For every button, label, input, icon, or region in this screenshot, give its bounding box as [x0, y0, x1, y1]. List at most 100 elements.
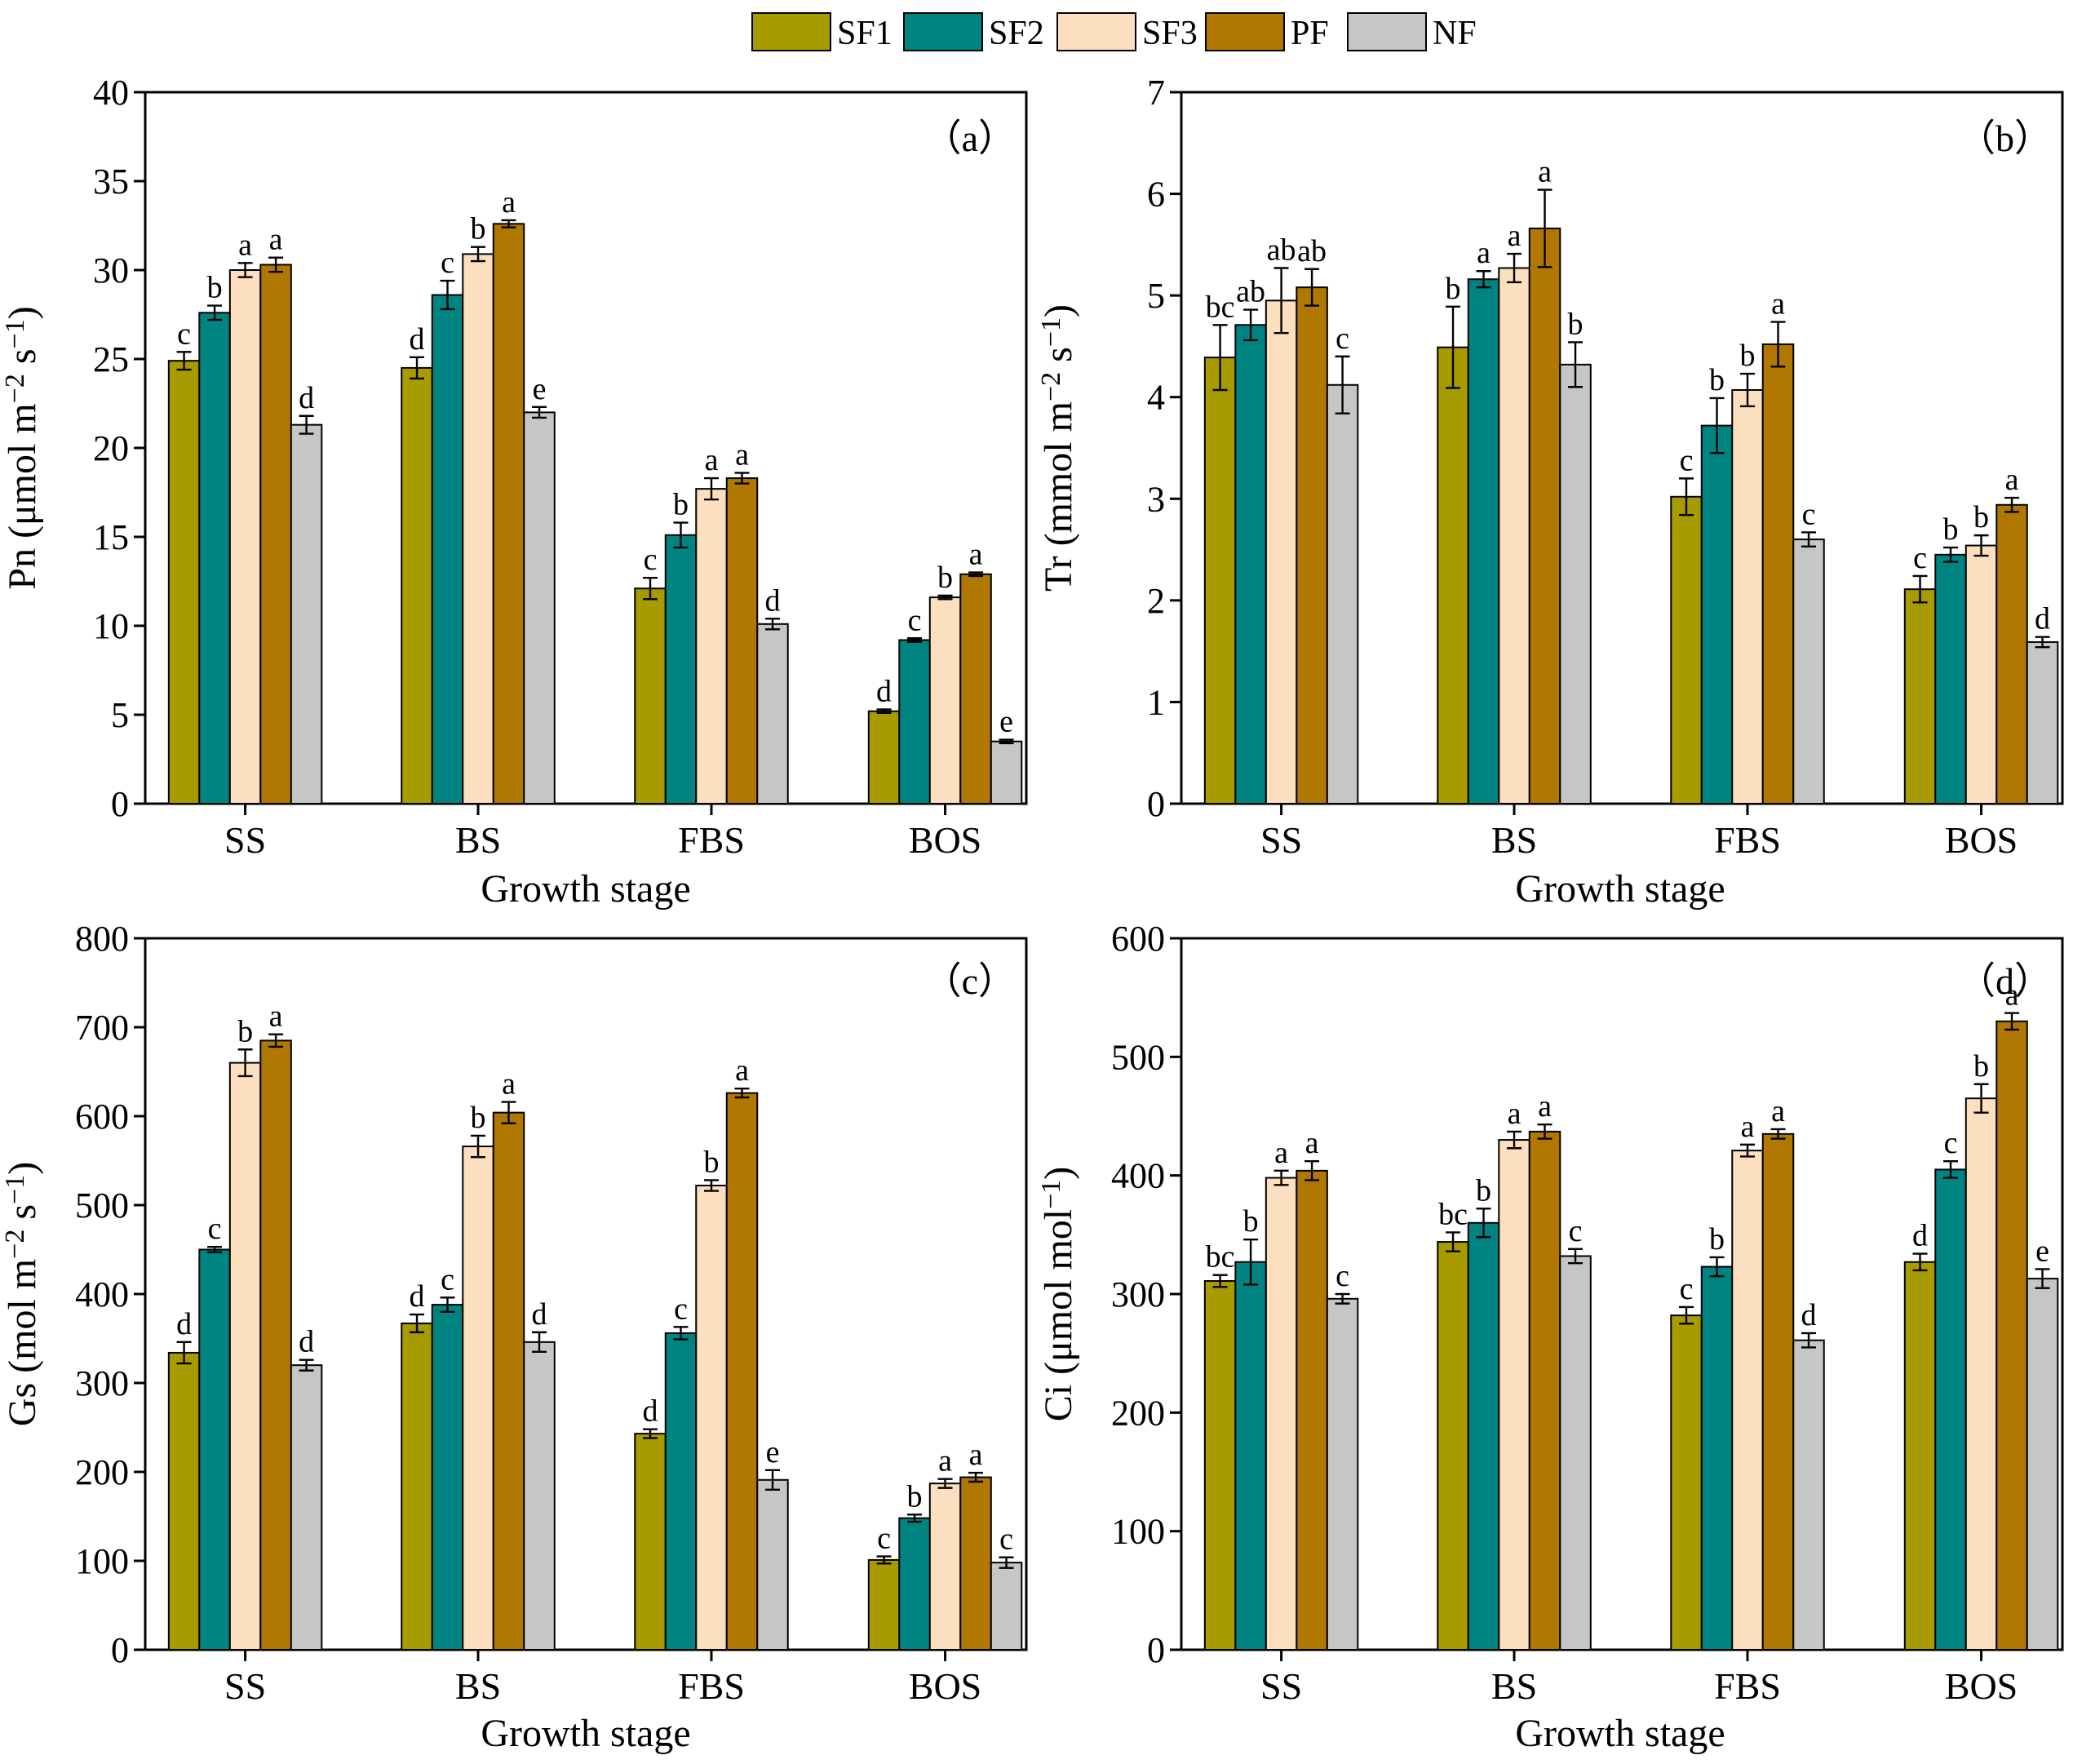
bar-sf1-fbs [1670, 495, 1703, 805]
x-category-label-bs: BS [1491, 1665, 1537, 1707]
error-bar-pf-bos [2004, 496, 2020, 513]
panel-label-d: （d） [1958, 960, 2052, 1002]
error-bar-sf1-fbs [643, 576, 658, 601]
error-bar-nf-fbs [765, 1469, 781, 1491]
bar-pf-fbs [1761, 1132, 1795, 1651]
bar-sf1-ss [1203, 357, 1237, 805]
x-category-label-bos: BOS [1945, 819, 2018, 861]
significance-letter: a [2005, 463, 2019, 497]
error-bar-sf2-bs [1476, 270, 1491, 289]
significance-letter: d [532, 1297, 547, 1332]
error-bar-nf-fbs [1801, 531, 1817, 548]
y-tick-label-b: 4 [1147, 378, 1165, 418]
bar-sf2-bs [431, 294, 464, 804]
y-tick-label-d: 300 [1111, 1274, 1165, 1314]
y-tick-label-c: 800 [75, 919, 129, 959]
significance-letter: b [1740, 339, 1756, 373]
bar-sf3-fbs [1731, 388, 1764, 804]
panel-label-b: （b） [1958, 117, 2052, 159]
legend-label-nf: NF [1433, 15, 1477, 52]
significance-letter: b [1973, 500, 1989, 534]
x-axis-title-c: Growth stage [481, 1712, 690, 1755]
y-tick-label-b: 2 [1147, 581, 1165, 621]
significance-letter: c [1335, 1259, 1349, 1293]
bar-nf-bs [1559, 363, 1592, 804]
error-bar-sf2-ss [1243, 308, 1259, 342]
y-axis-title-superscript: −1 [0, 319, 30, 348]
significance-letter: a [1274, 1136, 1288, 1170]
y-axis-title-superscript: −1 [0, 1175, 30, 1204]
y-axis-title-part: ) [1, 1162, 44, 1175]
y-tick-label-c: 0 [111, 1630, 129, 1670]
y-axis-title-part: Tr (mmol m [1037, 401, 1080, 592]
error-bar-sf1-bs [1446, 1231, 1461, 1252]
significance-letter: bc [1438, 1197, 1468, 1231]
error-bar-nf-ss [1335, 1292, 1350, 1305]
bar-pf-bs [492, 1111, 525, 1651]
bar-pf-bos [1995, 503, 2028, 804]
bar-nf-bos [2026, 1278, 2059, 1651]
significance-letter: c [1335, 321, 1349, 356]
bar-sf3-bs [462, 1146, 494, 1651]
significance-letter: c [1680, 443, 1694, 477]
bar-sf2-ss [1234, 1261, 1267, 1651]
error-bar-sf1-bs [410, 1313, 425, 1334]
bar-sf2-bs [1467, 1221, 1500, 1651]
legend-swatch-sf2 [903, 12, 983, 51]
y-axis-title-part: ) [1, 306, 44, 319]
y-tick-label-c: 300 [75, 1363, 129, 1403]
error-bar-pf-ss [268, 256, 284, 273]
y-tick-label-a: 25 [93, 339, 129, 379]
bar-sf1-bs [401, 1322, 433, 1651]
error-bar-sf3-ss [1273, 1169, 1289, 1186]
y-tick-label-c: 600 [75, 1097, 129, 1137]
bar-sf3-bos [928, 596, 962, 804]
error-bar-sf1-bos [1912, 574, 1928, 604]
significance-letter: e [533, 372, 547, 406]
bar-sf1-bs [401, 366, 433, 804]
bar-sf2-bos [1934, 1168, 1967, 1651]
legend-swatch-sf3 [1056, 12, 1136, 51]
bar-nf-ss [1326, 383, 1359, 805]
bar-pf-ss [259, 1039, 292, 1651]
bar-sf3-bos [1964, 544, 1998, 804]
plot-frame-b [1180, 91, 2064, 805]
y-axis-title-d: Ci (μmol mol−1) [1036, 1167, 1080, 1422]
bar-sf2-ss [1234, 324, 1267, 805]
significance-letter: b [1446, 272, 1461, 306]
significance-letter: d [876, 674, 892, 708]
significance-letter: a [735, 1053, 749, 1088]
significance-letter: a [1305, 1126, 1319, 1160]
x-category-label-fbs: FBS [1714, 1665, 1781, 1707]
y-axis-title-superscript: −2 [0, 1230, 30, 1259]
y-tick-label-c: 400 [75, 1274, 129, 1314]
error-bar-nf-fbs [765, 618, 781, 631]
significance-letter: d [1912, 1219, 1928, 1253]
legend-label-pf: PF [1291, 15, 1329, 52]
y-tick-label-a: 15 [93, 517, 129, 557]
y-axis-title-b: Tr (mmol m−2 s−1) [1036, 304, 1080, 592]
significance-letter: c [1802, 497, 1816, 531]
x-category-label-bs: BS [455, 819, 501, 861]
error-bar-sf1-fbs [1679, 1305, 1694, 1325]
bar-sf1-fbs [634, 587, 667, 804]
error-bar-pf-fbs [1770, 321, 1786, 368]
error-bar-sf2-bos [1943, 1160, 1959, 1179]
significance-letter: a [1538, 1089, 1552, 1124]
y-tick-label-d: 600 [1111, 919, 1165, 959]
bar-nf-bos [2026, 640, 2059, 805]
y-axis-title-part: s [1037, 347, 1080, 372]
error-bar-pf-bs [501, 219, 516, 228]
y-tick-label-c: 200 [75, 1452, 129, 1492]
bar-sf3-ss [1265, 1177, 1298, 1651]
y-axis-title-part: ) [1037, 1167, 1080, 1180]
y-tick-label-d: 500 [1111, 1037, 1165, 1077]
error-bar-nf-bos [999, 738, 1014, 745]
y-tick-label-b: 1 [1147, 682, 1165, 722]
error-bar-sf3-fbs [704, 476, 720, 501]
error-bar-sf3-fbs [704, 1179, 720, 1192]
error-bar-sf1-fbs [643, 1428, 658, 1439]
bar-sf1-bs [1437, 1241, 1469, 1651]
panel-c: 0 100 200 300 400 500 600 700 800 Gs (mol m−2 s−1… [0, 919, 1028, 1755]
bar-sf3-ss [228, 269, 262, 804]
